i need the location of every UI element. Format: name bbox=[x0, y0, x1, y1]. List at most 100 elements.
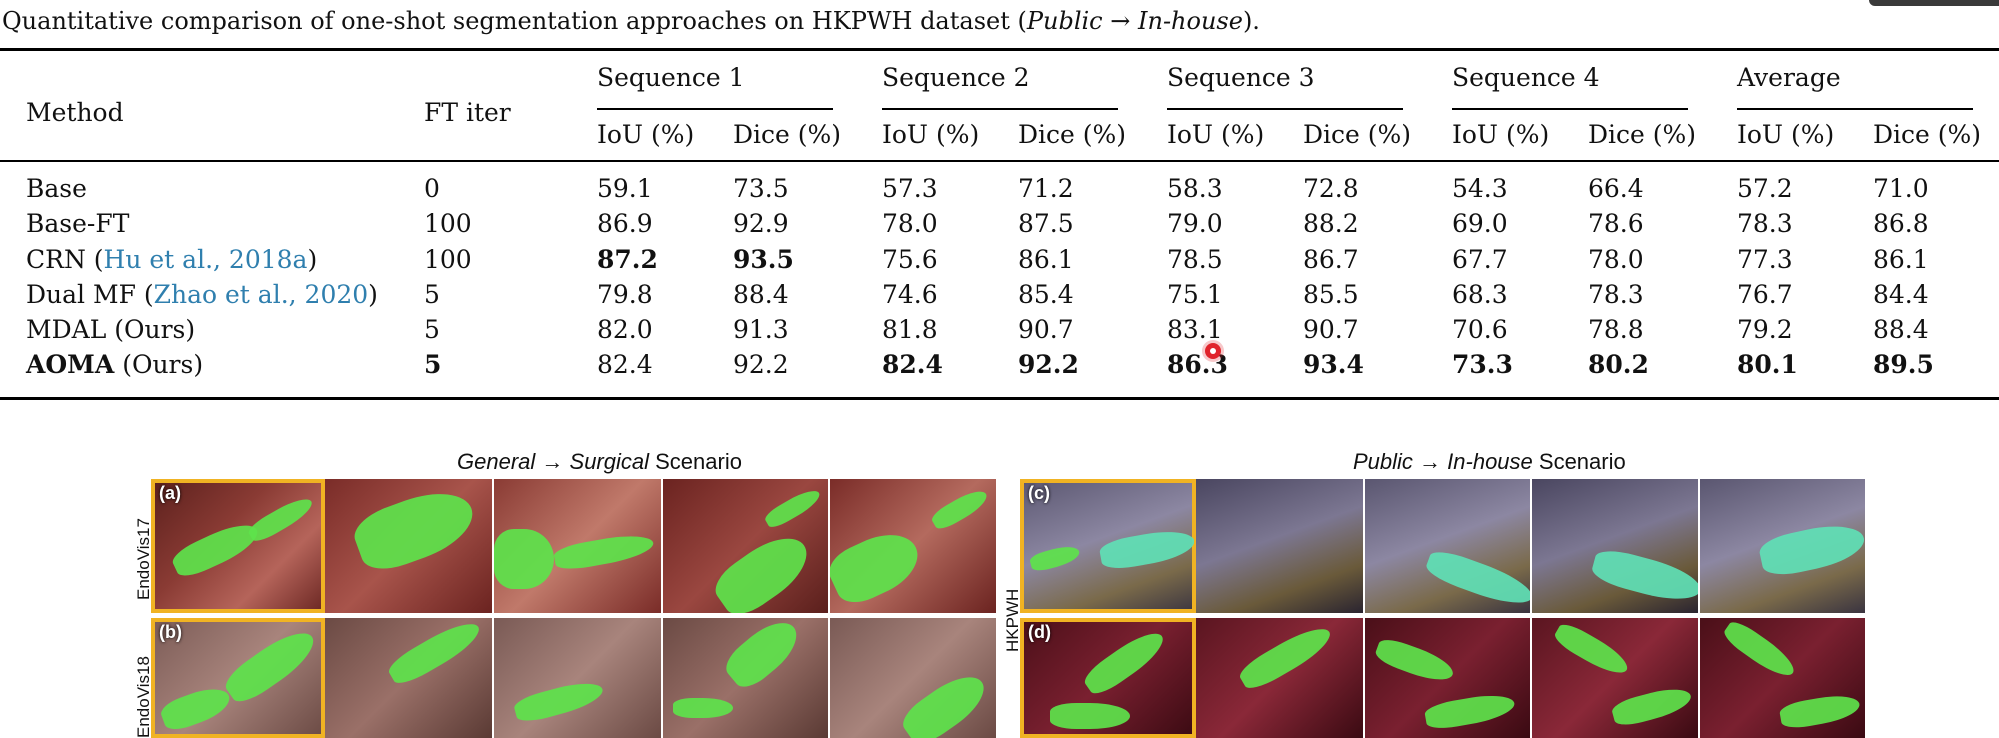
tool-mask bbox=[1756, 518, 1865, 580]
tool-mask bbox=[1609, 683, 1695, 729]
subheader-dice: Dice (%) bbox=[1588, 120, 1697, 149]
table-cell: 88.4 bbox=[1873, 315, 1929, 344]
tool-mask bbox=[512, 676, 606, 726]
tool-mask bbox=[1050, 703, 1130, 729]
table-cell-best: 73.3 bbox=[1452, 350, 1513, 379]
row-method-aoma: AOMA (Ours) bbox=[26, 350, 204, 379]
header-ft-iter: FT iter bbox=[424, 98, 511, 127]
row-method-mdal: MDAL (Ours) bbox=[26, 315, 196, 344]
table-caption: Quantitative comparison of one-shot segm… bbox=[2, 7, 1260, 35]
table-cell: 86.1 bbox=[1018, 245, 1074, 274]
image-tile-reference: (b) bbox=[151, 618, 325, 738]
subheader-iou: IoU (%) bbox=[1452, 120, 1550, 149]
table-cell: 70.6 bbox=[1452, 315, 1508, 344]
tool-mask bbox=[168, 516, 264, 582]
tool-mask bbox=[1423, 690, 1517, 732]
header-method: Method bbox=[26, 98, 124, 127]
table-cell: 78.8 bbox=[1588, 315, 1644, 344]
table-cell: 84.4 bbox=[1873, 280, 1929, 309]
image-tile bbox=[1365, 479, 1532, 613]
tool-mask bbox=[220, 622, 322, 709]
table-cell: 86.8 bbox=[1873, 209, 1929, 238]
table-cell: 92.2 bbox=[733, 350, 789, 379]
image-tile bbox=[830, 618, 998, 738]
table-cell: 67.7 bbox=[1452, 245, 1508, 274]
citation-link[interactable]: Zhao et al., 2020 bbox=[153, 280, 369, 309]
subheader-iou: IoU (%) bbox=[1737, 120, 1835, 149]
tool-mask bbox=[348, 480, 482, 578]
image-tile bbox=[663, 618, 830, 738]
table-cell: 58.3 bbox=[1167, 174, 1223, 203]
row-ft-iter: 5 bbox=[424, 280, 440, 309]
header-sequence-4: Sequence 4 bbox=[1452, 63, 1600, 92]
header-sequence-1: Sequence 1 bbox=[597, 63, 745, 92]
row-ft-iter: 100 bbox=[424, 209, 472, 238]
table-cell: 88.2 bbox=[1303, 209, 1359, 238]
table-cell: 78.6 bbox=[1588, 209, 1644, 238]
tool-mask bbox=[494, 529, 554, 589]
cursor-pointer-marker bbox=[1205, 343, 1221, 359]
table-cell: 68.3 bbox=[1452, 280, 1508, 309]
group-underline bbox=[597, 108, 833, 110]
subheader-dice: Dice (%) bbox=[1018, 120, 1127, 149]
table-cell: 86.7 bbox=[1303, 245, 1359, 274]
row-ft-iter-best: 5 bbox=[424, 350, 442, 379]
table-cell: 82.4 bbox=[597, 350, 653, 379]
table-cell: 73.5 bbox=[733, 174, 789, 203]
table-cell: 76.7 bbox=[1737, 280, 1793, 309]
table-cell: 75.6 bbox=[882, 245, 938, 274]
table-cell: 77.3 bbox=[1737, 245, 1793, 274]
table-cell: 71.0 bbox=[1873, 174, 1929, 203]
tool-mask bbox=[1423, 546, 1530, 612]
table-cell: 81.8 bbox=[882, 315, 938, 344]
table-cell-best: 80.1 bbox=[1737, 350, 1798, 379]
subheader-iou: IoU (%) bbox=[1167, 120, 1265, 149]
table-cell: 82.0 bbox=[597, 315, 653, 344]
header-sequence-3: Sequence 3 bbox=[1167, 63, 1315, 92]
table-cell: 85.5 bbox=[1303, 280, 1359, 309]
tool-mask bbox=[896, 665, 994, 738]
group-underline bbox=[882, 108, 1118, 110]
tool-mask bbox=[1589, 545, 1698, 608]
table-cell-best: 93.4 bbox=[1303, 350, 1364, 379]
tool-mask bbox=[1235, 619, 1337, 695]
image-tile-reference: (c) bbox=[1020, 479, 1196, 613]
image-tile bbox=[1532, 479, 1700, 613]
table-cell: 78.3 bbox=[1737, 209, 1793, 238]
tool-mask bbox=[1028, 542, 1082, 574]
tool-mask bbox=[157, 681, 235, 735]
image-tile-reference: (a) bbox=[151, 479, 325, 613]
image-tile bbox=[494, 479, 663, 613]
table-cell: 71.2 bbox=[1018, 174, 1074, 203]
table-cell: 78.0 bbox=[1588, 245, 1644, 274]
table-cell: 78.5 bbox=[1167, 245, 1223, 274]
table-cell: 86.9 bbox=[597, 209, 653, 238]
group-underline bbox=[1737, 108, 1973, 110]
table-cell: 54.3 bbox=[1452, 174, 1508, 203]
table-cell-best: 82.4 bbox=[882, 350, 943, 379]
row-ft-iter: 100 bbox=[424, 245, 472, 274]
tool-mask bbox=[719, 618, 807, 695]
tool-mask bbox=[1720, 618, 1800, 683]
table-cell: 88.4 bbox=[733, 280, 789, 309]
citation-link[interactable]: Hu et al., 2018a bbox=[103, 245, 308, 274]
table-cell: 83.1 bbox=[1167, 315, 1223, 344]
table-cell: 92.9 bbox=[733, 209, 789, 238]
figure-title-right: Public → In-house Scenario bbox=[1353, 449, 1626, 474]
image-tile bbox=[1196, 479, 1365, 613]
table-cell: 57.3 bbox=[882, 174, 938, 203]
row-ft-iter: 0 bbox=[424, 174, 440, 203]
group-underline bbox=[1452, 108, 1688, 110]
table-cell: 85.4 bbox=[1018, 280, 1074, 309]
table-header-rule bbox=[0, 160, 1999, 162]
image-tile bbox=[663, 479, 830, 613]
table-cell: 72.8 bbox=[1303, 174, 1359, 203]
tool-mask bbox=[552, 530, 656, 573]
row-ft-iter: 5 bbox=[424, 315, 440, 344]
header-average: Average bbox=[1737, 63, 1841, 92]
window-corner-tab bbox=[1869, 0, 1999, 6]
table-cell-best: 93.5 bbox=[733, 245, 794, 274]
tool-mask bbox=[830, 522, 928, 611]
tool-mask bbox=[1372, 635, 1458, 687]
image-tile bbox=[325, 479, 494, 613]
